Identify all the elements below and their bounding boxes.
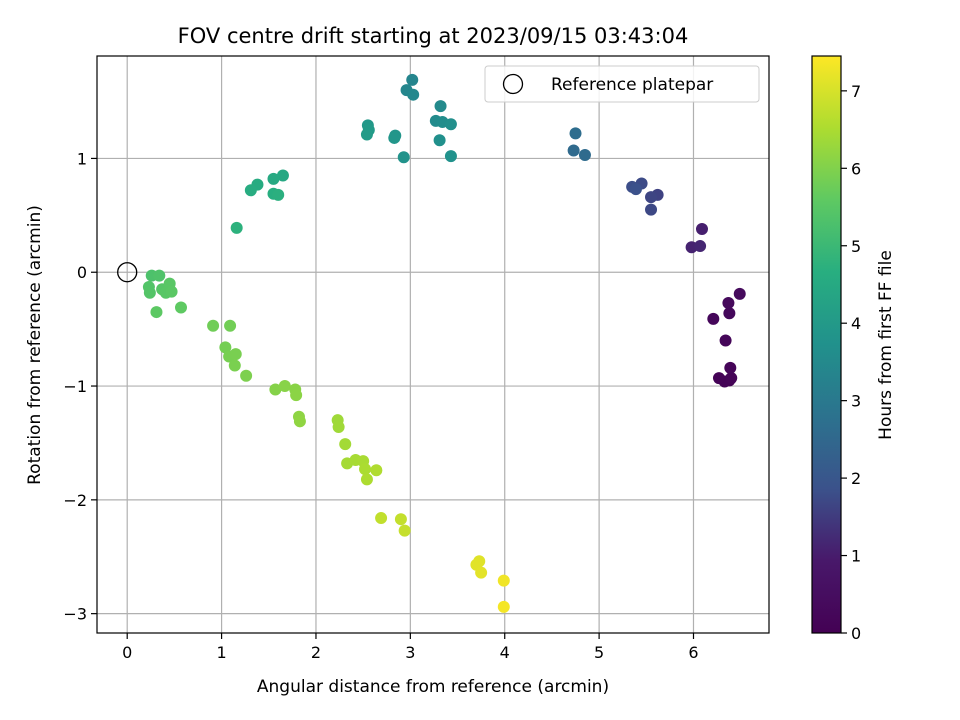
data-point [433,134,446,147]
data-point [165,285,178,298]
data-point [694,240,707,253]
y-tick-label: 1 [77,149,87,168]
data-point [719,334,732,347]
y-axis-label: Rotation from reference (arcmin) [25,205,45,485]
data-point [230,221,243,234]
data-point [406,73,419,86]
data-point [290,389,303,402]
data-point [228,359,241,372]
legend-box [484,65,760,103]
x-tick-label: 6 [688,643,698,662]
colorbar-tick-label: 5 [851,237,861,256]
colorbar-tick-label: 6 [851,159,861,178]
y-tick-label: −3 [63,605,87,624]
data-point [224,319,237,332]
data-point [219,341,232,354]
colorbar-tick-label: 0 [851,624,861,643]
data-point [359,463,372,476]
colorbar-tick-label: 4 [851,314,861,333]
data-point [276,169,289,182]
data-point [407,88,420,101]
data-point [569,127,582,140]
data-point [229,348,242,361]
plot-frame [96,55,770,634]
x-tick-label: 3 [405,643,415,662]
grid [97,56,769,633]
data-point [434,100,447,113]
legend-reference-marker [502,73,524,95]
data-point [578,149,591,162]
colorbar-ticks: 0 1 2 3 4 5 6 7 [841,82,861,643]
data-point [725,372,738,385]
data-point [269,383,282,396]
data-point [293,415,306,428]
data-point [645,203,658,216]
legend-label: Reference platepar [551,75,713,95]
data-point [143,286,156,299]
data-point [153,269,166,282]
y-axis-ticks: −3 −2 −1 0 1 [63,149,97,624]
chart-title: FOV centre drift starting at 2023/09/15 … [178,24,689,48]
data-point [370,464,383,477]
data-point [497,600,510,613]
data-point [733,287,746,300]
data-point [267,172,280,185]
data-point [360,128,373,141]
x-tick-label: 1 [216,643,226,662]
colorbar-tick-label: 3 [851,392,861,411]
x-axis-ticks: 0 1 2 3 4 5 6 [122,633,699,662]
legend: Reference platepar [484,65,760,103]
scatter-points [142,73,746,613]
x-tick-label: 0 [122,643,132,662]
data-point [444,118,457,131]
data-point [150,306,163,319]
colorbar [811,55,842,634]
data-point [240,369,253,382]
y-tick-label: 0 [77,263,87,282]
data-point [497,574,510,587]
x-tick-label: 4 [500,643,510,662]
y-tick-label: −2 [63,491,87,510]
x-tick-label: 2 [311,643,321,662]
data-point [339,438,352,451]
y-tick-label: −1 [63,377,87,396]
data-point [375,512,388,525]
data-point [360,473,373,486]
data-point [475,566,488,579]
data-point [394,513,407,526]
data-point [175,301,187,314]
data-point [712,372,725,385]
data-point [707,312,720,325]
reference-platepar-marker [117,262,138,283]
reference-layer [117,262,138,283]
data-point [567,144,580,157]
data-point [397,151,410,164]
data-point [724,361,737,374]
data-point [629,183,642,196]
colorbar-tick-label: 1 [851,547,861,566]
data-point [244,184,257,197]
data-point [272,188,285,201]
data-point [388,131,401,144]
data-point [398,524,411,537]
data-point [278,380,291,393]
x-axis-label: Angular distance from reference (arcmin) [257,677,609,697]
colorbar-label: Hours from first FF file [876,250,896,440]
colorbar-tick-label: 7 [851,82,861,101]
data-point [444,150,457,163]
data-point [695,222,708,235]
data-point [722,296,735,309]
x-tick-label: 5 [594,643,604,662]
data-point [207,319,220,332]
data-point [332,421,345,434]
data-point [723,307,736,320]
data-point [645,191,658,204]
colorbar-tick-label: 2 [851,469,861,488]
